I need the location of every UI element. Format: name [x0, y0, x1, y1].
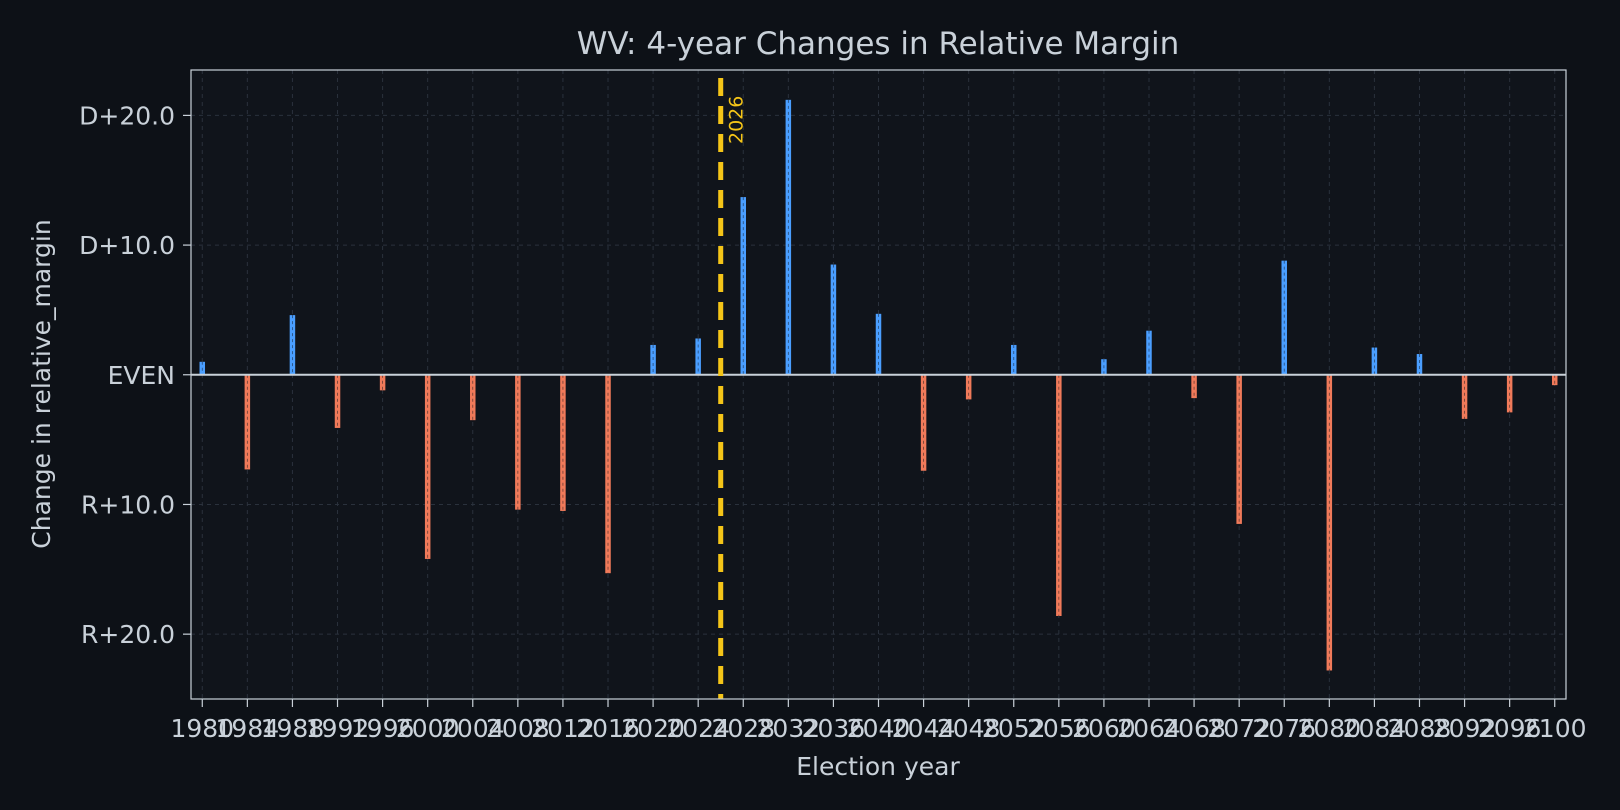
- x-tick-label: 2036: [802, 714, 866, 743]
- x-tick-label: 1984: [216, 714, 280, 743]
- x-tick-label: 1996: [351, 714, 415, 743]
- bar: [1281, 260, 1287, 375]
- x-tick-label: 1988: [261, 714, 325, 743]
- bar: [920, 374, 927, 471]
- x-tick-label: 2100: [1523, 714, 1587, 743]
- x-tick-label: 2004: [441, 714, 505, 743]
- x-tick-label: 2096: [1478, 714, 1542, 743]
- x-tick-label: 2088: [1388, 714, 1452, 743]
- x-tick-label: 2008: [486, 714, 550, 743]
- x-tick-label: 2028: [711, 714, 775, 743]
- x-tick-label: 2032: [757, 714, 821, 743]
- x-tick-label: 2076: [1252, 714, 1316, 743]
- x-tick-label: 2072: [1207, 714, 1271, 743]
- y-tick-label: R+20.0: [81, 620, 175, 649]
- x-tick-label: 1980: [170, 714, 234, 743]
- bar: [740, 197, 747, 375]
- bar: [605, 374, 611, 574]
- bar: [1416, 354, 1423, 375]
- x-tick-label: 2056: [1027, 714, 1091, 743]
- bar: [289, 315, 296, 375]
- x-tick-label: 2052: [982, 714, 1046, 743]
- x-tick-label: 2080: [1298, 714, 1362, 743]
- x-tick-label: 2000: [396, 714, 460, 743]
- x-tick-label: 2016: [576, 714, 640, 743]
- x-tick-label: 2060: [1072, 714, 1136, 743]
- x-tick-label: 2024: [666, 714, 730, 743]
- y-tick-label: D+10.0: [79, 231, 175, 260]
- bar: [1551, 374, 1558, 386]
- chart-title: WV: 4-year Changes in Relative Margin: [577, 26, 1180, 62]
- bar: [1191, 374, 1197, 399]
- x-tick-label: 1992: [306, 714, 370, 743]
- y-tick-label: D+20.0: [79, 101, 175, 130]
- y-axis-ticks: D+20.0 D+10.0 EVEN R+10.0 R+20.0: [79, 101, 191, 649]
- bars: [199, 99, 1558, 671]
- x-axis-ticks: 1980198419881992199620002004200820122016…: [170, 699, 1587, 743]
- y-axis-label: Change in relative_margin: [27, 219, 56, 548]
- x-tick-label: 2020: [621, 714, 685, 743]
- x-tick-label: 2044: [892, 714, 956, 743]
- bar: [1461, 374, 1468, 419]
- x-tick-label: 2084: [1343, 714, 1407, 743]
- year-marker-label: 2026: [726, 96, 748, 144]
- bar: [1326, 374, 1333, 671]
- x-tick-label: 2064: [1117, 714, 1181, 743]
- bar: [1146, 330, 1152, 375]
- bar: [785, 99, 792, 375]
- y-tick-label: EVEN: [108, 361, 175, 390]
- bar: [244, 374, 251, 470]
- x-tick-label: 2048: [937, 714, 1001, 743]
- x-tick-label: 2012: [531, 714, 595, 743]
- marker-group: 2026: [718, 78, 748, 699]
- bar: [470, 374, 476, 421]
- x-tick-label: 2092: [1433, 714, 1497, 743]
- x-tick-label: 2040: [847, 714, 911, 743]
- y-tick-label: R+10.0: [81, 490, 175, 519]
- x-axis-label: Election year: [796, 752, 960, 781]
- x-tick-label: 2068: [1162, 714, 1226, 743]
